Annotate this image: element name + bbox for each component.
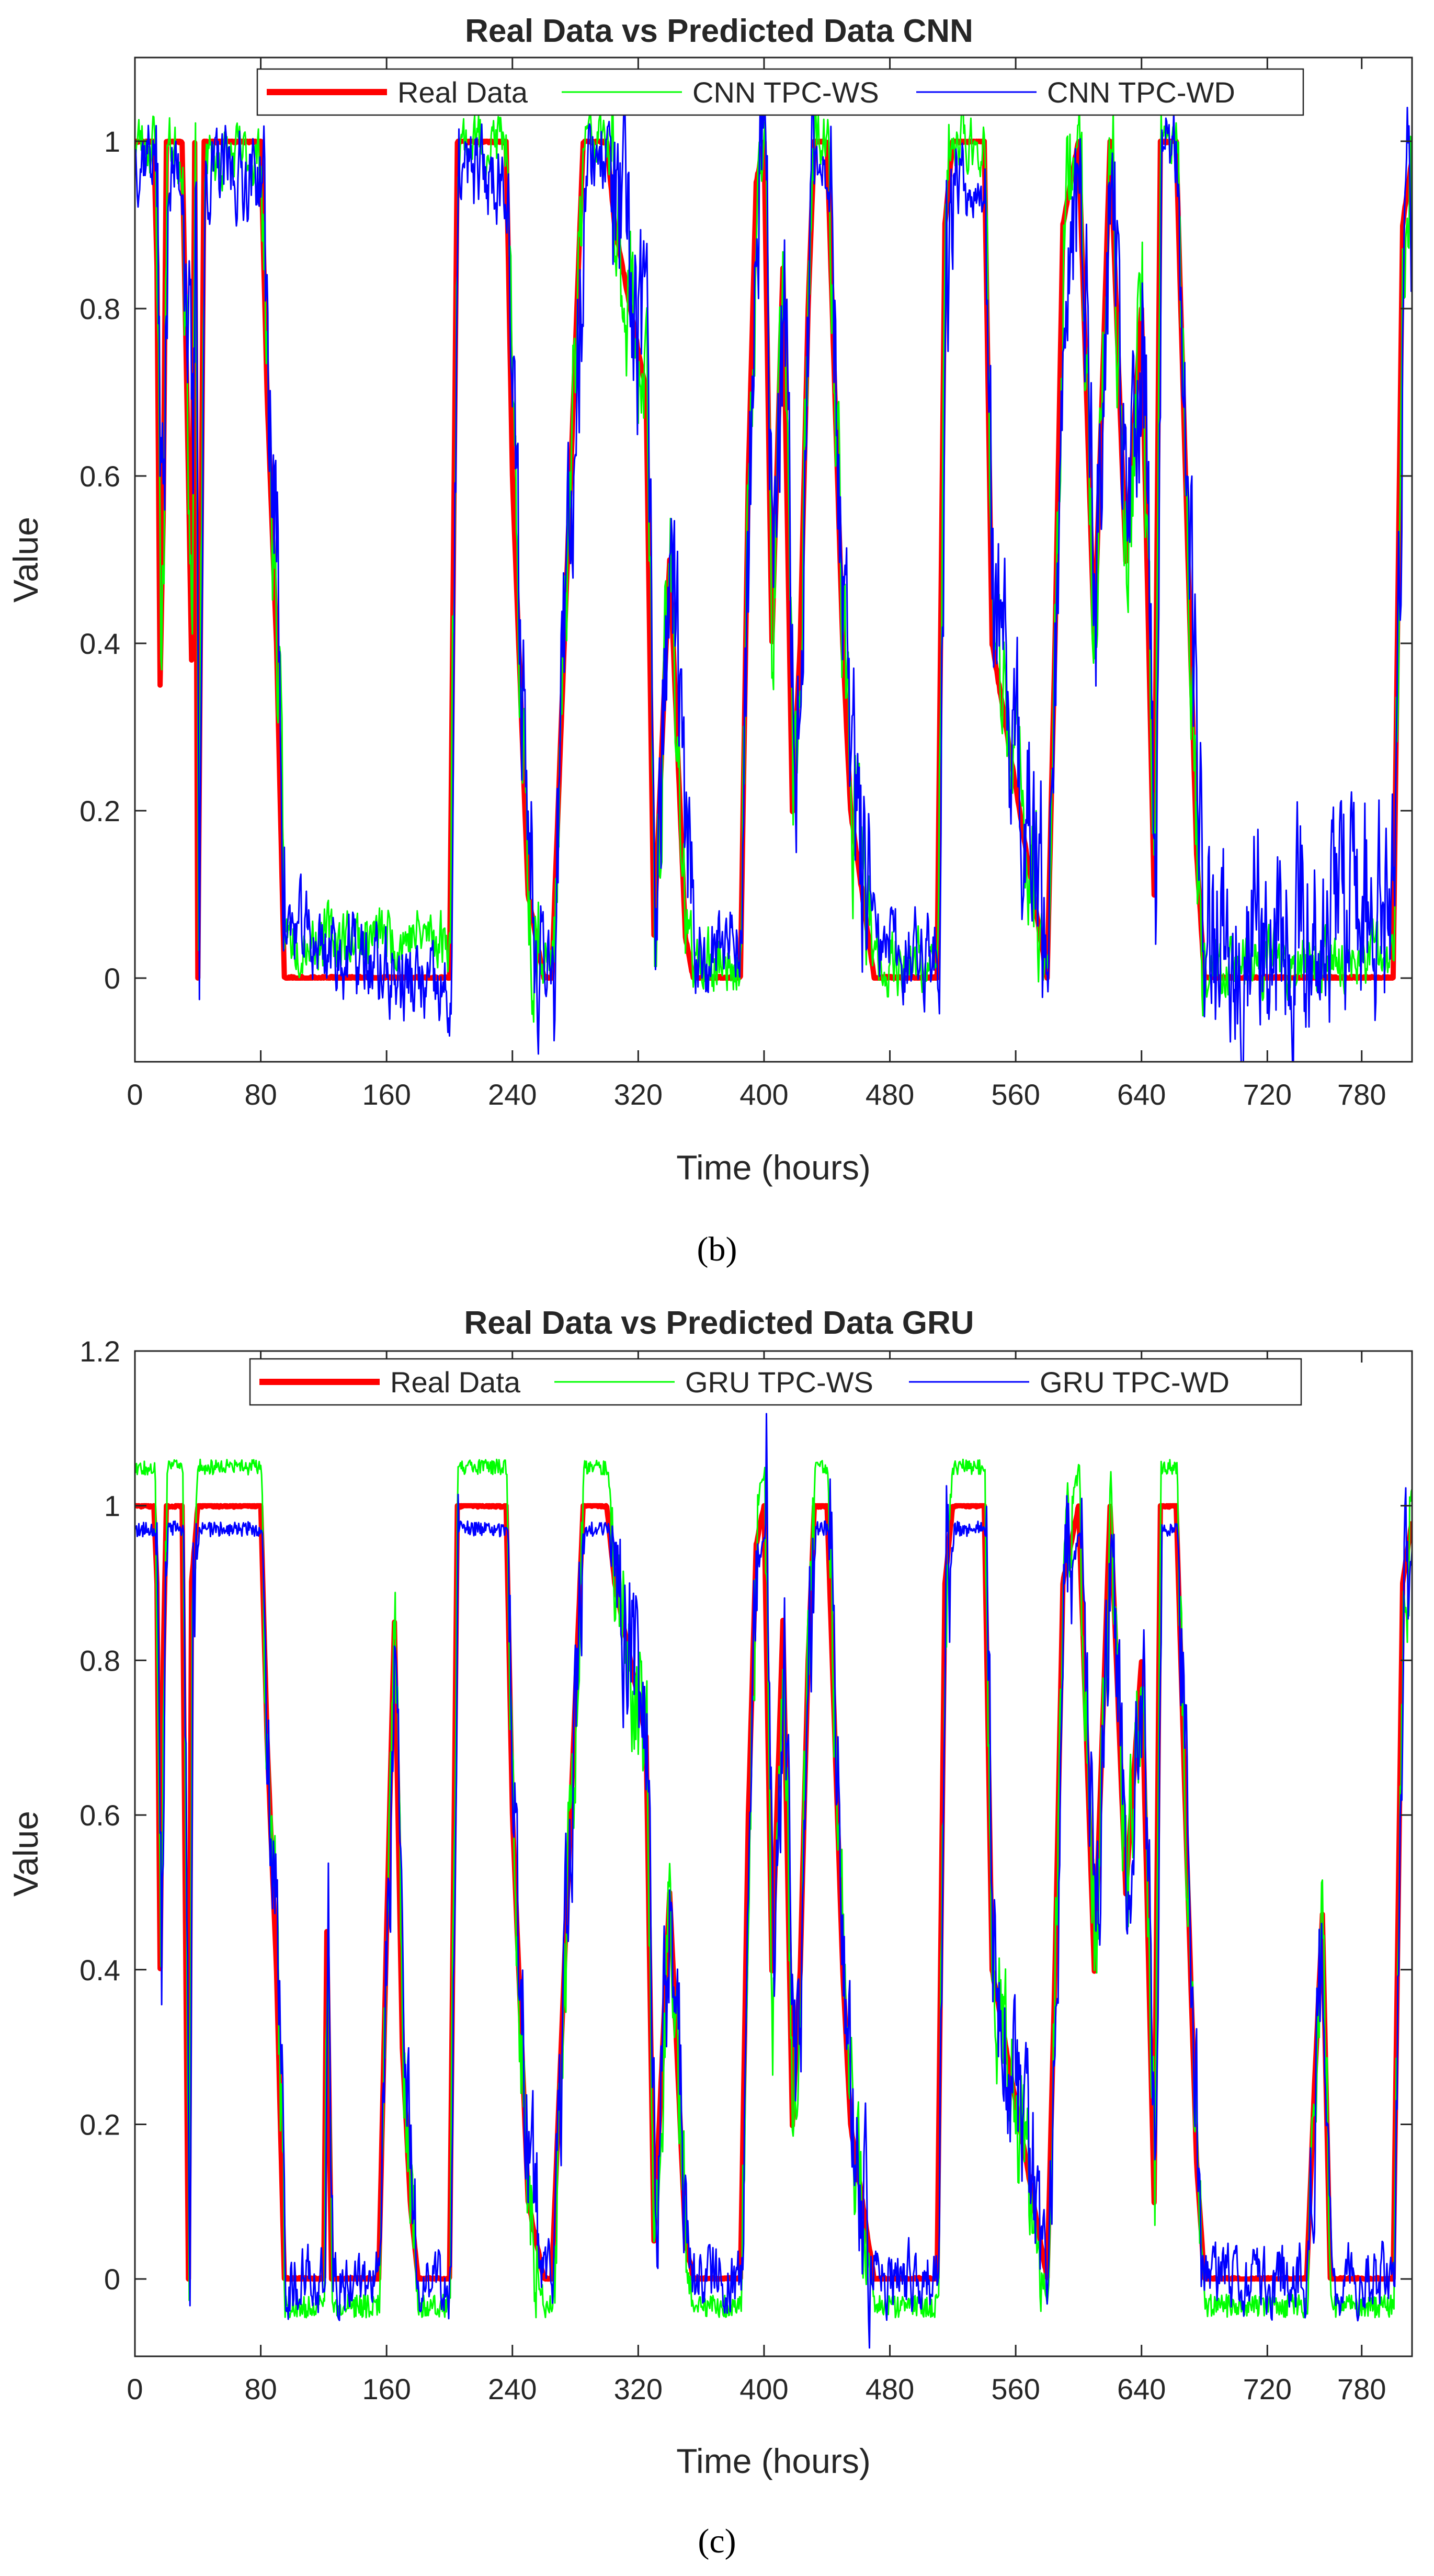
cnn-chart: Real Data vs Predicted Data CNN 0 80 160 24… — [6, 13, 1413, 1268]
x-tick-label: 560 — [991, 2373, 1040, 2405]
x-tick-label: 400 — [739, 1078, 788, 1111]
legend: Real Data GRU TPC-WS GRU TPC-WD — [249, 1358, 1302, 1406]
y-tick-label: 0.4 — [79, 1954, 120, 1987]
x-tick-label: 640 — [1117, 1078, 1166, 1111]
x-tick-label: 480 — [866, 2373, 914, 2405]
x-tick-label: 80 — [244, 2373, 277, 2405]
y-tick-label: 0.2 — [79, 2108, 120, 2141]
legend-box — [256, 68, 1304, 116]
x-tick-label: 0 — [127, 2373, 143, 2405]
series-layer — [135, 1413, 1412, 2349]
x-tick-label: 320 — [614, 2373, 663, 2405]
series-line-wd — [135, 1413, 1412, 2349]
x-tick-label: 240 — [488, 1078, 537, 1111]
x-tick-label: 480 — [866, 1078, 914, 1111]
panel-caption: (c) — [698, 2522, 736, 2560]
y-tick-label: 0.2 — [79, 795, 120, 827]
y-axis-label: Value — [6, 517, 45, 603]
series-line-wd — [135, 91, 1412, 1062]
x-tick-label: 160 — [362, 1078, 411, 1111]
axis-ticks: 0 80 160 240 320 400 480 560 640 720 780 0 0.2 0.4 0.6… — [79, 1335, 1412, 2405]
panel-caption: (b) — [697, 1230, 737, 1268]
y-tick-label: 1 — [104, 125, 120, 158]
axes-frame — [134, 1350, 1413, 2357]
legend: Real Data CNN TPC-WS CNN TPC-WD — [256, 68, 1304, 116]
gru-chart: Real Data vs Predicted Data GRU 0 80 160 24… — [6, 1305, 1413, 2560]
y-tick-label: 0.4 — [79, 627, 120, 660]
x-tick-label: 720 — [1243, 1078, 1292, 1111]
y-tick-label: 0.8 — [79, 292, 120, 325]
legend-label-ws: CNN TPC-WS — [692, 76, 879, 109]
axes-frame — [134, 56, 1413, 1063]
chart-title: Real Data vs Predicted Data GRU — [464, 1305, 974, 1341]
x-tick-label: 240 — [488, 2373, 537, 2405]
legend-box — [249, 1358, 1302, 1406]
y-tick-label: 0.8 — [79, 1644, 120, 1677]
legend-label-real-data: Real Data — [390, 1366, 521, 1399]
x-tick-label: 560 — [991, 1078, 1040, 1111]
x-tick-label: 780 — [1337, 1078, 1386, 1111]
x-tick-label: 720 — [1243, 2373, 1292, 2405]
y-tick-label: 0 — [104, 962, 120, 995]
legend-label-wd: GRU TPC-WD — [1040, 1366, 1230, 1399]
x-axis-label: Time (hours) — [676, 2442, 871, 2480]
y-tick-label: 0.6 — [79, 460, 120, 493]
x-axis-label: Time (hours) — [676, 1148, 871, 1187]
y-tick-label: 1.2 — [79, 1335, 120, 1368]
x-tick-label: 400 — [739, 2373, 788, 2405]
x-tick-label: 0 — [127, 1078, 143, 1111]
x-tick-label: 640 — [1117, 2373, 1166, 2405]
chart-title: Real Data vs Predicted Data CNN — [465, 13, 973, 49]
x-tick-label: 160 — [362, 2373, 411, 2405]
axis-ticks: 0 80 160 240 320 400 480 560 640 720 780 0 0.2 0.4 0.6… — [79, 58, 1412, 1111]
y-tick-label: 0.6 — [79, 1799, 120, 1832]
y-tick-label: 1 — [104, 1490, 120, 1523]
y-axis-label: Value — [6, 1811, 45, 1897]
x-tick-label: 320 — [614, 1078, 663, 1111]
series-layer — [135, 91, 1412, 1062]
x-tick-label: 780 — [1337, 2373, 1386, 2405]
legend-label-wd: CNN TPC-WD — [1047, 76, 1235, 109]
x-tick-label: 80 — [244, 1078, 277, 1111]
legend-label-real-data: Real Data — [397, 76, 528, 109]
legend-label-ws: GRU TPC-WS — [685, 1366, 873, 1399]
y-tick-label: 0 — [104, 2263, 120, 2296]
